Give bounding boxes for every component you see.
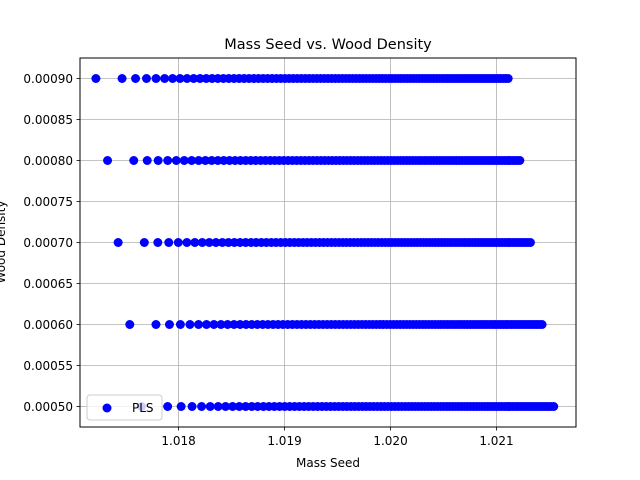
data-point <box>211 238 221 247</box>
y-tick-label: 0.00090 <box>23 72 73 86</box>
data-point <box>153 238 163 247</box>
data-point <box>221 402 231 411</box>
data-point <box>142 156 152 165</box>
data-point <box>187 156 197 165</box>
data-point <box>205 402 215 411</box>
data-point <box>163 402 173 411</box>
legend-marker <box>102 403 112 413</box>
y-tick-label: 0.00060 <box>23 318 73 332</box>
legend-label: PLS <box>132 401 154 415</box>
data-point <box>153 156 163 165</box>
legend: PLS <box>86 394 163 421</box>
y-tick-label: 0.00065 <box>23 277 73 291</box>
data-point <box>197 402 207 411</box>
data-point <box>151 320 161 329</box>
data-point <box>190 238 200 247</box>
data-point <box>194 156 204 165</box>
x-tick-label: 1.019 <box>267 434 301 448</box>
data-point <box>209 320 219 329</box>
y-tick-label: 0.00055 <box>23 359 73 373</box>
x-tick-label: 1.020 <box>373 434 407 448</box>
data-point <box>168 74 178 83</box>
data-point <box>223 320 233 329</box>
data-point <box>139 238 149 247</box>
data-point <box>537 320 547 329</box>
data-point <box>200 156 210 165</box>
data-point <box>125 320 135 329</box>
x-tick-label: 1.021 <box>479 434 513 448</box>
data-point <box>175 320 185 329</box>
data-point <box>117 74 127 83</box>
data-point <box>187 402 197 411</box>
data-point <box>194 320 204 329</box>
data-point <box>201 320 211 329</box>
data-point <box>189 74 199 83</box>
y-tick-label: 0.00070 <box>23 236 73 250</box>
y-axis-label: Wood Density <box>0 201 8 284</box>
data-point <box>171 156 181 165</box>
y-tick-label: 0.00085 <box>23 113 73 127</box>
data-point <box>216 320 226 329</box>
data-point <box>131 74 141 83</box>
data-point <box>141 74 151 83</box>
data-point <box>91 74 101 83</box>
data-point <box>163 156 173 165</box>
chart-title: Mass Seed vs. Wood Density <box>224 37 432 53</box>
data-point <box>185 320 195 329</box>
data-point <box>503 74 513 83</box>
y-tick-label: 0.00075 <box>23 195 73 209</box>
data-points <box>91 74 559 411</box>
data-point <box>182 74 192 83</box>
y-tick-label: 0.00080 <box>23 154 73 168</box>
data-point <box>164 320 174 329</box>
data-point <box>164 238 174 247</box>
data-point <box>204 238 214 247</box>
data-point <box>515 156 525 165</box>
data-point <box>113 238 123 247</box>
data-point <box>103 156 113 165</box>
data-point <box>234 402 244 411</box>
data-point <box>525 238 535 247</box>
data-point <box>197 238 207 247</box>
data-point <box>175 74 185 83</box>
data-point <box>176 402 186 411</box>
data-point <box>129 156 139 165</box>
data-point <box>160 74 170 83</box>
x-axis-label: Mass Seed <box>296 456 360 470</box>
y-tick-label: 0.00050 <box>23 400 73 414</box>
data-point <box>179 156 189 165</box>
x-tick-label: 1.018 <box>161 434 195 448</box>
data-point <box>151 74 161 83</box>
data-point <box>228 402 238 411</box>
legend-box <box>86 394 163 421</box>
data-point <box>549 402 559 411</box>
x-axis-ticks: 1.018 1.019 1.020 1.021 <box>161 427 514 448</box>
data-point <box>173 238 183 247</box>
data-point <box>182 238 192 247</box>
data-point <box>213 402 223 411</box>
y-axis-ticks: 0.00050 0.00055 0.00060 0.00065 0.00070 0.000… <box>23 72 80 414</box>
